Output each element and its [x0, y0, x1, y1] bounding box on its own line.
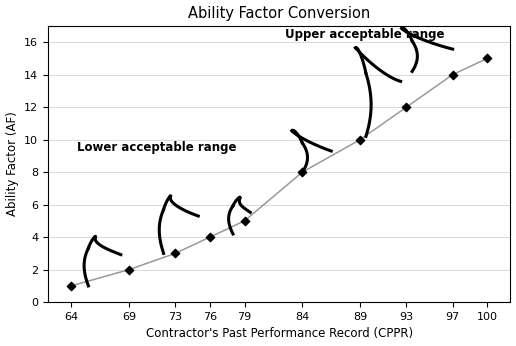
- Text: Upper acceptable range: Upper acceptable range: [285, 28, 444, 40]
- Text: Lower acceptable range: Lower acceptable range: [77, 141, 236, 154]
- X-axis label: Contractor's Past Performance Record (CPPR): Contractor's Past Performance Record (CP…: [146, 327, 413, 340]
- Point: [448, 72, 457, 78]
- Point: [206, 234, 214, 240]
- Point: [402, 104, 411, 110]
- Point: [240, 218, 249, 224]
- Point: [171, 251, 179, 256]
- Point: [125, 267, 133, 272]
- Point: [298, 170, 307, 175]
- Point: [67, 283, 75, 289]
- Title: Ability Factor Conversion: Ability Factor Conversion: [188, 6, 370, 20]
- Point: [356, 137, 364, 143]
- Point: [483, 56, 491, 61]
- Y-axis label: Ability Factor (AF): Ability Factor (AF): [6, 112, 19, 216]
